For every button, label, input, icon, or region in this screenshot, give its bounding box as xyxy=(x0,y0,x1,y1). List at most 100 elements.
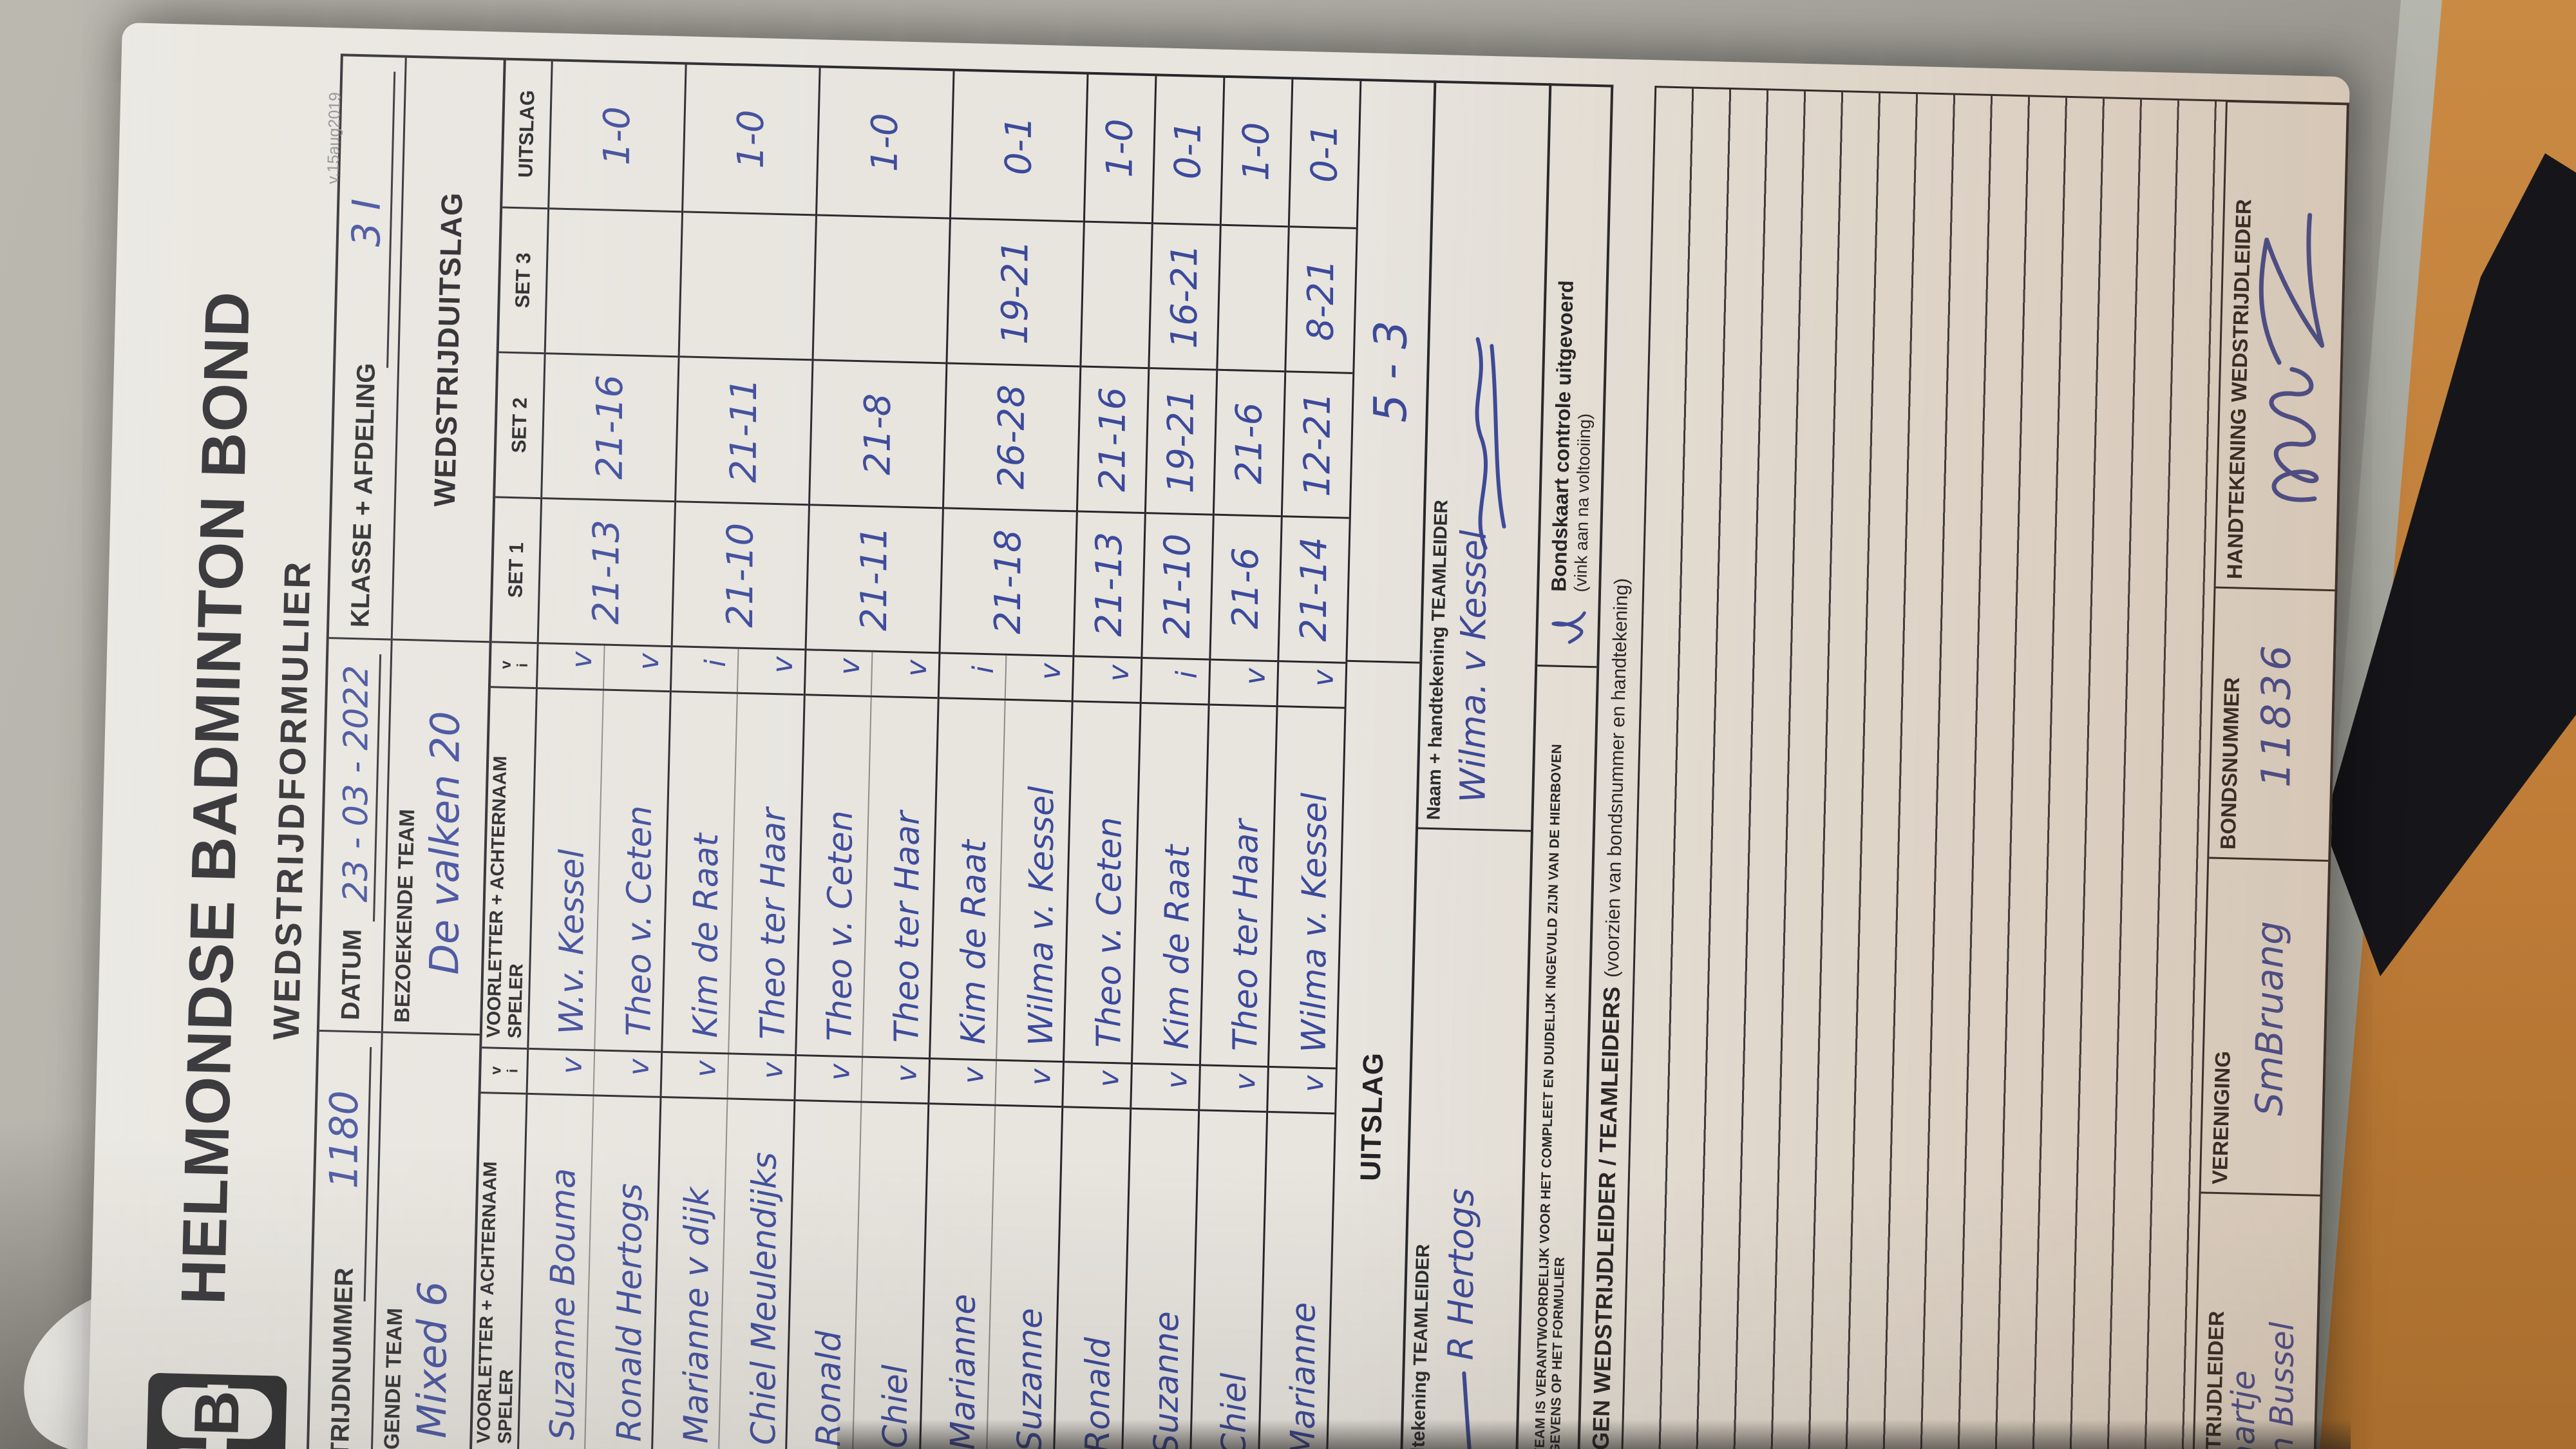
check-mark: v xyxy=(689,1060,723,1077)
set2-header: SET 2 xyxy=(495,351,544,498)
bondsnummer-label: BONDSNUMMER xyxy=(2215,677,2244,850)
teamleider-label: Naam + handtekening TEAMLEIDER xyxy=(1423,499,1452,820)
away-check-cell: v xyxy=(1278,660,1346,707)
player-name: Theo v. Ceten xyxy=(620,805,659,1037)
check-mark: v xyxy=(1034,662,1067,680)
total-uitslag-value: 5 - 3 xyxy=(1364,320,1417,423)
home-teamleider-cell: Naam + handtekening TEAMLEIDER R Hertogs xyxy=(1399,827,1531,1449)
set1-score: 21-10 xyxy=(1142,512,1213,659)
check-mark: v xyxy=(1307,669,1340,687)
opmerkingen-label: OPMERKINGEN WEDSTRIJDLEIDER / TEAMLEIDER… xyxy=(1584,986,1625,1449)
uitslag-score: 1-0 xyxy=(596,106,639,166)
home-check-cell: v v xyxy=(527,1047,661,1096)
check-mark: v xyxy=(632,652,666,670)
naam-wedstrijdleider-cell: NAAM WEDSTRIJDLEIDER maartje van Bussel xyxy=(2191,1191,2320,1449)
set1-score: 21-18 xyxy=(940,507,1076,656)
away-players-cell: Theo v. Ceten xyxy=(1065,700,1140,1063)
home-check-cell: v v xyxy=(929,1057,1063,1106)
bondsnummer-cell: BONDSNUMMER 11836 xyxy=(2209,586,2335,860)
uitslag-score: 0-1 xyxy=(1303,124,1346,184)
away-players-cell: Theo ter Haar xyxy=(1200,703,1276,1066)
wedstrijduitslag-header: WEDSTRIJDUITSLAG xyxy=(427,191,469,507)
check-mark: v xyxy=(1102,664,1135,681)
form-sheet: B B HELMONDSE BADMINTON BOND WEDSTRIJDFO… xyxy=(111,49,2349,1449)
klasse-afdeling-field: KLASSE + AFDELING 3 I xyxy=(329,56,405,638)
uitslag-header: UITSLAG xyxy=(514,90,539,178)
away-check-cell: i v xyxy=(939,652,1073,701)
matches-table: PARTIJ VOORLETTER + ACHTERNAAM SPELER vi… xyxy=(469,57,1437,1449)
hbb-logo-icon: B B xyxy=(145,1372,287,1449)
set2-score: 21-11 xyxy=(676,355,812,504)
away-players-cell: W.v. Kessel Theo v. Ceten xyxy=(529,687,670,1051)
klasse-afdeling-label: KLASSE + AFDELING xyxy=(346,363,381,628)
logo-letter-b-right: B xyxy=(161,1387,273,1440)
away-player-header: VOORLETTER + ACHTERNAAM SPELER xyxy=(482,686,536,1048)
check-mark: v xyxy=(1238,667,1272,685)
set1-score: 21-13 xyxy=(538,497,675,646)
datum-value: 23 - 03 - 2022 xyxy=(336,665,376,903)
player-name: Theo ter Haar xyxy=(887,811,927,1043)
home-players-cell: Marianne xyxy=(1259,1110,1335,1449)
set2-score: 21-16 xyxy=(542,352,678,501)
set3-score xyxy=(1081,220,1151,368)
home-players-cell: Ronald xyxy=(1054,1106,1130,1449)
home-players-cell: Suzanne Bouma Ronald Hertogs xyxy=(518,1092,660,1449)
away-players-cell: Kim de Raat xyxy=(1133,701,1208,1065)
away-check-cell: v v xyxy=(805,649,939,697)
player-name: Wilma v. Kessel xyxy=(1294,792,1335,1053)
home-player-header: VOORLETTER + ACHTERNAAM SPELER xyxy=(471,1092,526,1449)
away-players-cell: Kim de Raat Theo ter Haar xyxy=(663,690,804,1054)
vereniging-cell: VERENIGING SmBruang xyxy=(2201,857,2329,1195)
bondsnummer-value: 11836 xyxy=(2252,641,2300,788)
home-players-cell: Ronald Chiel xyxy=(786,1099,928,1449)
opmerkingen-sublabel: (voorzien van bondsnummer en handtekenin… xyxy=(1601,578,1633,978)
player-name: Chiel Meulendijks xyxy=(744,1151,784,1446)
check-mark: v xyxy=(1024,1068,1057,1085)
away-players-cell: Kim de Raat Wilma v. Kessel xyxy=(931,697,1072,1061)
uitslag-score: 1-0 xyxy=(1099,118,1141,178)
set2-score: 19-21 xyxy=(1146,367,1217,514)
player-name: Kim de Raat xyxy=(686,833,726,1038)
set1-score: 21-13 xyxy=(1074,510,1144,657)
handtekening-wedstrijdleider-cell: HANDTEKENING WEDSTRIJDLEIDER xyxy=(2216,102,2347,589)
datum-field: DATUM 23 - 03 - 2022 xyxy=(319,637,391,1032)
set2-score: 21-16 xyxy=(1077,365,1148,512)
check-mark: v xyxy=(900,659,933,677)
home-teamleider-signature-text: R Hertogs xyxy=(1440,1188,1482,1361)
player-name: Kim de Raat xyxy=(1157,844,1197,1050)
player-name: Kim de Raat xyxy=(954,840,994,1045)
home-check-cell: v xyxy=(1200,1064,1267,1111)
check-mark: v xyxy=(565,651,598,668)
check-mark: i xyxy=(1170,670,1204,679)
player-name: Theo v. Ceten xyxy=(1090,817,1130,1048)
form-header-zone: B B HELMONDSE BADMINTON BOND WEDSTRIJDFO… xyxy=(111,49,344,1449)
bondskaart-controle-cell: Bondskaart controle uitgevoerd (vink aan… xyxy=(1537,86,1611,666)
form-title: HELMONDSE BADMINTON BOND xyxy=(167,290,263,1306)
datum-label: DATUM xyxy=(336,929,367,1021)
home-check-cell: v xyxy=(1132,1062,1199,1110)
wedstrijdleider-signature-icon xyxy=(2259,213,2325,502)
uitslag-score: 1-0 xyxy=(864,113,906,173)
set1-score: 21-6 xyxy=(1211,513,1281,661)
bezoekende-team-label: BEZOEKENDE TEAM xyxy=(390,808,419,1023)
check-mark: v xyxy=(756,1061,790,1079)
uitslag-score: 0-1 xyxy=(1167,120,1209,180)
uitslag-score: 1-0 xyxy=(1235,122,1278,182)
away-check-cell: v xyxy=(1073,655,1141,702)
bondskaart-check-icon xyxy=(1551,611,1586,644)
match-form-paper: B B HELMONDSE BADMINTON BOND WEDSTRIJDFO… xyxy=(84,23,2350,1449)
home-check-cell: v xyxy=(1268,1065,1336,1113)
away-check-cell: i v xyxy=(671,645,805,694)
home-players-cell: Marianne Suzanne xyxy=(920,1103,1062,1449)
set3-score: 16-21 xyxy=(1150,222,1220,369)
set3-score: 19-21 xyxy=(947,217,1083,366)
player-name: Marianne v dijk xyxy=(677,1187,717,1444)
ontvangende-team-label: ONTVANGENDE TEAM xyxy=(377,1307,407,1449)
check-mark: v xyxy=(833,658,866,675)
set2-score: 21-8 xyxy=(810,359,946,507)
check-mark: i xyxy=(699,659,732,667)
teamleider-row: Naam + handtekening TEAMLEIDER R Hertogs… xyxy=(1399,80,1552,1449)
player-name: W.v. Kessel xyxy=(552,849,592,1035)
